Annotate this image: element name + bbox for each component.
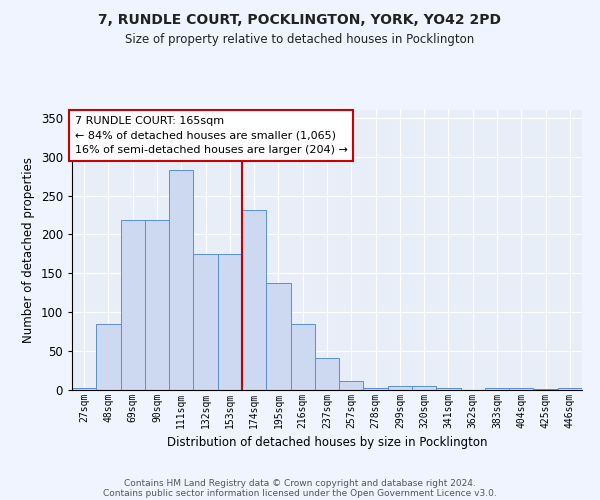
Text: Size of property relative to detached houses in Pocklington: Size of property relative to detached ho… [125,32,475,46]
Bar [193,254,218,390]
Bar [558,388,582,390]
Text: Contains public sector information licensed under the Open Government Licence v3: Contains public sector information licen… [103,488,497,498]
Y-axis label: Number of detached properties: Number of detached properties [22,157,35,343]
Bar [412,386,436,390]
Bar [266,282,290,390]
Bar [509,388,533,390]
Bar [290,324,315,390]
X-axis label: Distribution of detached houses by size in Pocklington: Distribution of detached houses by size … [167,436,487,450]
Bar [242,210,266,390]
Bar [121,220,145,390]
Bar [96,324,121,390]
Text: 7 RUNDLE COURT: 165sqm
← 84% of detached houses are smaller (1,065)
16% of semi-: 7 RUNDLE COURT: 165sqm ← 84% of detached… [74,116,347,155]
Bar [339,382,364,390]
Bar [315,358,339,390]
Bar [485,388,509,390]
Bar [169,170,193,390]
Bar [388,386,412,390]
Bar [218,254,242,390]
Bar [533,389,558,390]
Text: Contains HM Land Registry data © Crown copyright and database right 2024.: Contains HM Land Registry data © Crown c… [124,478,476,488]
Bar [364,388,388,390]
Bar [145,220,169,390]
Bar [72,388,96,390]
Text: 7, RUNDLE COURT, POCKLINGTON, YORK, YO42 2PD: 7, RUNDLE COURT, POCKLINGTON, YORK, YO42… [98,12,502,26]
Bar [436,388,461,390]
